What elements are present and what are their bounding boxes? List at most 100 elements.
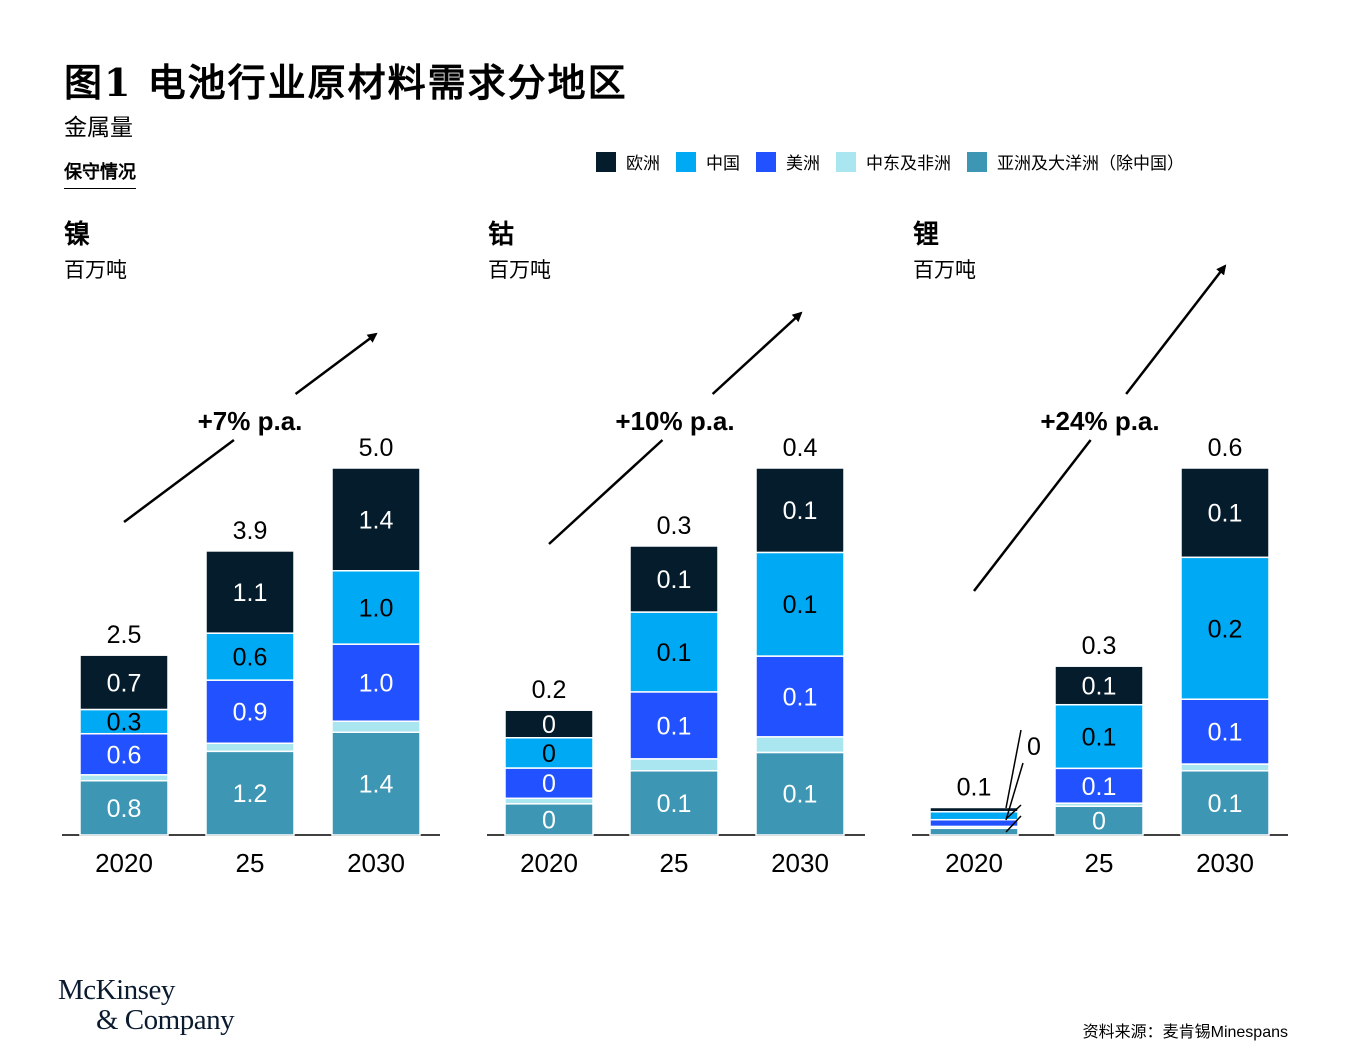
logo-line-2: & Company bbox=[96, 1004, 235, 1036]
panel-unit-cobalt: 百万吨 bbox=[488, 258, 551, 282]
x-tick-label: 2030 bbox=[347, 848, 405, 878]
legend-label: 欧洲 bbox=[626, 154, 660, 174]
segment-label: 0.1 bbox=[657, 712, 692, 740]
chart-subtitle: 金属量 bbox=[64, 115, 133, 141]
bar-segment bbox=[504, 709, 594, 739]
callout-leader-line bbox=[1005, 729, 1022, 809]
bar-segment bbox=[755, 751, 845, 836]
callout-leader-line bbox=[1005, 804, 1022, 820]
bar-segment bbox=[205, 550, 295, 634]
bar-segment bbox=[1180, 698, 1270, 765]
bar-total-label: 0.2 bbox=[532, 676, 567, 704]
bar-segment bbox=[629, 611, 719, 693]
segment-label: 0 bbox=[542, 770, 556, 798]
bar-segment bbox=[331, 731, 421, 836]
growth-rate-label: +24% p.a. bbox=[1040, 406, 1159, 436]
legend-label: 美洲 bbox=[786, 154, 820, 174]
legend-swatch bbox=[676, 151, 696, 172]
x-tick-label: 25 bbox=[660, 848, 689, 878]
mckinsey-logo: McKinsey & Company bbox=[58, 974, 235, 1036]
segment-label: 1.0 bbox=[359, 670, 394, 698]
segment-label: 0.1 bbox=[657, 566, 692, 594]
bar-total-label: 3.9 bbox=[233, 517, 268, 545]
growth-rate-label: +7% p.a. bbox=[198, 406, 303, 436]
bar-segment bbox=[1054, 665, 1144, 706]
growth-rate-label: +10% p.a. bbox=[615, 406, 734, 436]
legend-item: 中东及非洲 bbox=[836, 149, 951, 174]
source-prefix: 资料来源：麦肯锡 bbox=[1082, 1022, 1211, 1041]
bar-segment bbox=[755, 467, 845, 554]
legend-swatch bbox=[967, 151, 987, 172]
segment-label: 1.4 bbox=[359, 506, 394, 534]
bar-segment bbox=[1180, 556, 1270, 700]
bar-segment bbox=[629, 770, 719, 836]
x-tick-label: 25 bbox=[236, 848, 265, 878]
legend-item: 中国 bbox=[676, 149, 740, 174]
segment-label: 0.1 bbox=[1208, 500, 1243, 528]
segment-label: 0 bbox=[542, 806, 556, 834]
legend-item: 美洲 bbox=[756, 149, 820, 174]
segment-label: 0.1 bbox=[783, 497, 818, 525]
bar-segment bbox=[755, 736, 845, 754]
bar-total-label: 5.0 bbox=[359, 434, 394, 462]
segment-label: 0.7 bbox=[107, 669, 142, 697]
scenario-label: 保守情况 bbox=[64, 158, 136, 189]
bar-segment bbox=[755, 551, 845, 657]
x-tick-label: 2020 bbox=[95, 848, 153, 878]
panel-title-nickel: 镍 bbox=[64, 220, 91, 250]
bar-segment bbox=[331, 720, 421, 733]
bar-segment bbox=[504, 767, 594, 800]
bar-segment bbox=[629, 691, 719, 760]
segment-label: 0.1 bbox=[1208, 719, 1243, 747]
bar-segment bbox=[79, 779, 169, 836]
growth-arrow-line bbox=[548, 439, 664, 545]
bar-segment bbox=[1054, 767, 1144, 804]
bar-segment bbox=[1180, 467, 1270, 559]
bar-segment bbox=[1054, 805, 1144, 836]
segment-label: 0 bbox=[542, 740, 556, 768]
growth-arrow-head bbox=[711, 311, 803, 395]
bar-segment bbox=[331, 643, 421, 722]
segment-label: 0.6 bbox=[107, 741, 142, 769]
panel-title-lithium: 锂 bbox=[913, 220, 940, 250]
legend-swatch bbox=[596, 151, 616, 172]
segment-label: 0.1 bbox=[1208, 790, 1243, 818]
x-tick-label: 2020 bbox=[945, 848, 1003, 878]
bar-segment bbox=[79, 732, 169, 776]
callout-leader-line bbox=[1005, 762, 1024, 821]
segment-label: 0.1 bbox=[783, 781, 818, 809]
segment-label: 0.8 bbox=[107, 795, 142, 823]
callout-leader-line bbox=[1005, 815, 1022, 833]
panel-unit-lithium: 百万吨 bbox=[913, 258, 976, 282]
bar-total-label: 2.5 bbox=[107, 621, 142, 649]
legend-swatch bbox=[836, 151, 856, 172]
callout-label: 0 bbox=[1027, 733, 1041, 761]
bar-segment bbox=[205, 632, 295, 681]
segment-label: 0.6 bbox=[233, 644, 268, 672]
segment-label: 0.2 bbox=[1208, 615, 1243, 643]
legend-label: 中国 bbox=[706, 154, 740, 174]
legend-item: 亚洲及大洋洲（除中国） bbox=[967, 149, 1184, 174]
bar-segment bbox=[205, 679, 295, 744]
bar-total-label: 0.1 bbox=[957, 773, 992, 801]
panel-unit-nickel: 百万吨 bbox=[64, 258, 127, 282]
chart-title: 图1 电池行业原材料需求分地区 bbox=[64, 60, 628, 105]
segment-label: 0.1 bbox=[783, 683, 818, 711]
logo-line-1: McKinsey bbox=[58, 974, 175, 1006]
x-tick-label: 2030 bbox=[771, 848, 829, 878]
segment-label: 1.1 bbox=[233, 579, 268, 607]
legend-item: 欧洲 bbox=[596, 149, 660, 174]
source-name: Minespans bbox=[1210, 1024, 1288, 1041]
panel-title-cobalt: 钴 bbox=[488, 220, 515, 250]
bar-segment bbox=[929, 806, 1019, 813]
bar-segment bbox=[504, 736, 594, 769]
bar-segment bbox=[629, 758, 719, 772]
bar-segment bbox=[1054, 703, 1144, 770]
growth-arrow-head bbox=[1125, 264, 1227, 395]
segment-label: 0 bbox=[542, 711, 556, 739]
segment-label: 1.2 bbox=[233, 780, 268, 808]
x-tick-label: 2020 bbox=[520, 848, 578, 878]
bar-total-label: 0.3 bbox=[1082, 632, 1117, 660]
bar-segment bbox=[629, 545, 719, 613]
